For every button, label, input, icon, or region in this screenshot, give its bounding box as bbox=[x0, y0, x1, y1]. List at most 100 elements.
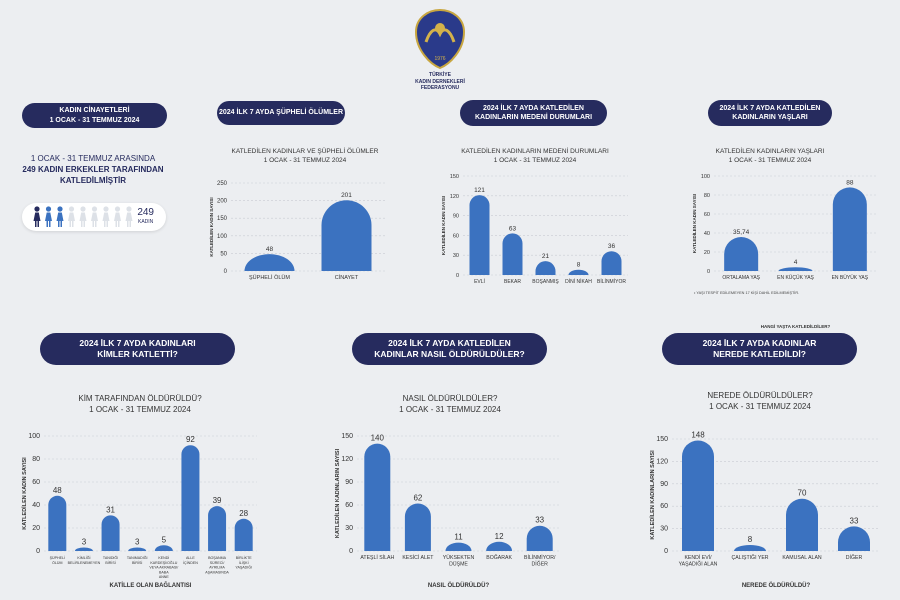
y-tick-label: 150 bbox=[450, 174, 459, 180]
woman-figure-icon bbox=[33, 206, 41, 227]
y-axis-label: KATLEDİLEN KADIN SAYISI bbox=[440, 196, 446, 255]
category-label: TANIMADIĞI bbox=[127, 555, 148, 560]
bar bbox=[502, 233, 523, 275]
summary-text: 1 OCAK - 31 TEMMUZ ARASINDA 249 KADIN ER… bbox=[18, 154, 168, 186]
value-label: 48 bbox=[53, 486, 62, 495]
bar bbox=[526, 525, 553, 551]
woman-figure-icon bbox=[114, 206, 121, 227]
y-tick-label: 100 bbox=[701, 174, 710, 180]
value-label: 201 bbox=[341, 192, 352, 199]
category-label: KENDİ bbox=[158, 555, 169, 560]
y-tick-label: 100 bbox=[217, 234, 228, 240]
value-label: 8 bbox=[748, 535, 753, 544]
y-tick-label: 40 bbox=[704, 231, 710, 237]
bar bbox=[601, 251, 622, 275]
subtitle-line: KATLEDİLEN KADINLARIN MEDENİ DURUMLARI bbox=[461, 148, 609, 155]
value-label: 48 bbox=[266, 246, 274, 253]
category-label: YAŞADIĞI bbox=[235, 565, 252, 570]
y-tick-label: 90 bbox=[345, 479, 353, 486]
bar bbox=[234, 518, 253, 551]
category-label: YÜKSEKTEN bbox=[443, 554, 475, 561]
pill-line: 2024 İLK 7 AYDA KADINLARI bbox=[79, 337, 196, 348]
value-label: 21 bbox=[542, 253, 550, 260]
bar bbox=[128, 547, 147, 551]
bar bbox=[486, 541, 513, 551]
y-axis-label: KATLEDİLEN KADINLARIN SAYISI bbox=[334, 448, 341, 538]
chart-note: • YAŞI TESPİT EDİLEMEYEN 17 KİŞİ DAHİL E… bbox=[694, 290, 799, 295]
chart-how-pill: 2024 İLK 7 AYDA KATLEDİLEN KADINLAR NASI… bbox=[352, 333, 547, 365]
category-label: BOĞARAK bbox=[486, 554, 512, 561]
subtitle-line: KİM TARAFINDAN ÖLDÜRÜLDÜ? bbox=[78, 394, 202, 403]
category-label: KAMUSAL ALAN bbox=[782, 555, 822, 561]
bar bbox=[48, 495, 67, 551]
value-label: 11 bbox=[454, 533, 463, 542]
summary-pill: KADIN CİNAYETLERİ 1 OCAK - 31 TEMMUZ 202… bbox=[22, 103, 167, 128]
bar bbox=[786, 498, 818, 551]
category-label: EN KÜÇÜK YAŞ bbox=[777, 274, 814, 281]
women-figures-box: 249 KADIN bbox=[22, 203, 166, 231]
chart-where-subtitle: NEREDE ÖLDÜRÜLDÜLER? 1 OCAK - 31 TEMMUZ … bbox=[660, 390, 860, 412]
category-label: ANNE bbox=[159, 575, 170, 579]
value-label: 121 bbox=[474, 187, 485, 194]
value-label: 12 bbox=[495, 532, 504, 541]
chart-who-subtitle: KİM TARAFINDAN ÖLDÜRÜLDÜ? 1 OCAK - 31 TE… bbox=[40, 393, 240, 415]
pill-line: KADINLARIN MEDENİ DURUMLARI bbox=[474, 114, 593, 121]
value-label: 92 bbox=[186, 435, 195, 444]
category-label: ALLE bbox=[186, 556, 195, 560]
y-tick-label: 0 bbox=[456, 273, 459, 279]
woman-figure-icon bbox=[45, 206, 52, 227]
y-axis-label: KATLEDİLEN KADINLARIN SAYISI bbox=[649, 450, 656, 540]
chart-ages-pill: 2024 İLK 7 AYDA KATLEDİLEN KADINLARIN YA… bbox=[708, 100, 832, 126]
category-label: EN BÜYÜK YAŞ bbox=[832, 274, 869, 281]
chart-suspicious-pill: 2024 İLK 7 AYDA ŞÜPHELİ ÖLÜMLER bbox=[217, 101, 345, 125]
category-label: DÜŞME bbox=[449, 560, 468, 567]
y-tick-label: 30 bbox=[660, 526, 668, 533]
category-label: KARDEŞİ/OĞLU bbox=[150, 560, 177, 565]
figure-count: 249 KADIN bbox=[137, 208, 154, 225]
y-tick-label: 120 bbox=[341, 456, 353, 463]
y-tick-label: 0 bbox=[224, 269, 228, 275]
category-label: ÇALIŞTIĞI YER bbox=[731, 554, 768, 561]
logo-org-line: KADIN DERNEKLERİ bbox=[415, 78, 465, 85]
y-tick-label: 80 bbox=[704, 193, 710, 199]
category-label: AYRILMA bbox=[209, 566, 225, 570]
subtitle-line: KATLEDİLEN KADINLAR VE ŞÜPHELİ ÖLÜMLER bbox=[231, 148, 379, 155]
category-label: BİRİSİ bbox=[132, 560, 142, 565]
y-tick-label: 60 bbox=[32, 479, 40, 486]
category-label: EVLİ bbox=[474, 278, 485, 285]
y-tick-label: 0 bbox=[664, 548, 668, 555]
y-tick-label: 60 bbox=[345, 502, 353, 509]
category-label: KENDİ EVİ/ bbox=[684, 554, 712, 561]
category-label: KESİCİ ALET bbox=[402, 554, 434, 561]
y-tick-label: 20 bbox=[32, 525, 40, 532]
chart-ages: 0 20 40 60 80 100 KATLEDİLEN KADIN SAYISI 35,74… bbox=[691, 174, 877, 329]
y-tick-label: 30 bbox=[345, 525, 353, 532]
value-label: 88 bbox=[846, 179, 854, 186]
x-axis-label: KATİLLE OLAN BAĞLANTISI bbox=[110, 581, 192, 589]
y-tick-label: 20 bbox=[704, 250, 710, 256]
value-label: 4 bbox=[794, 259, 798, 266]
category-label: ATEŞLİ SİLAH bbox=[360, 554, 394, 561]
y-tick-label: 0 bbox=[36, 548, 40, 555]
value-label: 31 bbox=[106, 505, 115, 514]
y-tick-label: 200 bbox=[217, 199, 228, 205]
figure-count-label: KADIN bbox=[138, 219, 154, 225]
pill-line: 2024 İLK 7 AYDA KATLEDİLEN bbox=[388, 337, 511, 348]
y-tick-label: 60 bbox=[660, 503, 668, 510]
bar bbox=[181, 445, 200, 551]
bar bbox=[724, 237, 759, 271]
category-label: VEYA AKRABASI/ bbox=[149, 566, 178, 570]
value-label: 33 bbox=[850, 516, 859, 525]
pill-line: 2024 İLK 7 AYDA KATLEDİLEN bbox=[719, 104, 821, 112]
subtitle-line: NEREDE ÖLDÜRÜLDÜLER? bbox=[707, 391, 813, 400]
category-label: BİRİSİ bbox=[105, 560, 115, 565]
bar bbox=[208, 506, 227, 551]
value-label: 63 bbox=[509, 225, 517, 232]
category-label: KİMLİĞİ bbox=[77, 555, 90, 560]
pill-line: 2024 İLK 7 AYDA KADINLAR bbox=[702, 337, 817, 348]
figure-count-number: 249 bbox=[137, 207, 154, 218]
value-label: 36 bbox=[608, 243, 616, 250]
woman-figure-icon bbox=[102, 206, 110, 227]
chart-how: 0 30 60 90 120 150 KATLEDİLEN KADINLARIN SAYIS… bbox=[334, 433, 560, 589]
